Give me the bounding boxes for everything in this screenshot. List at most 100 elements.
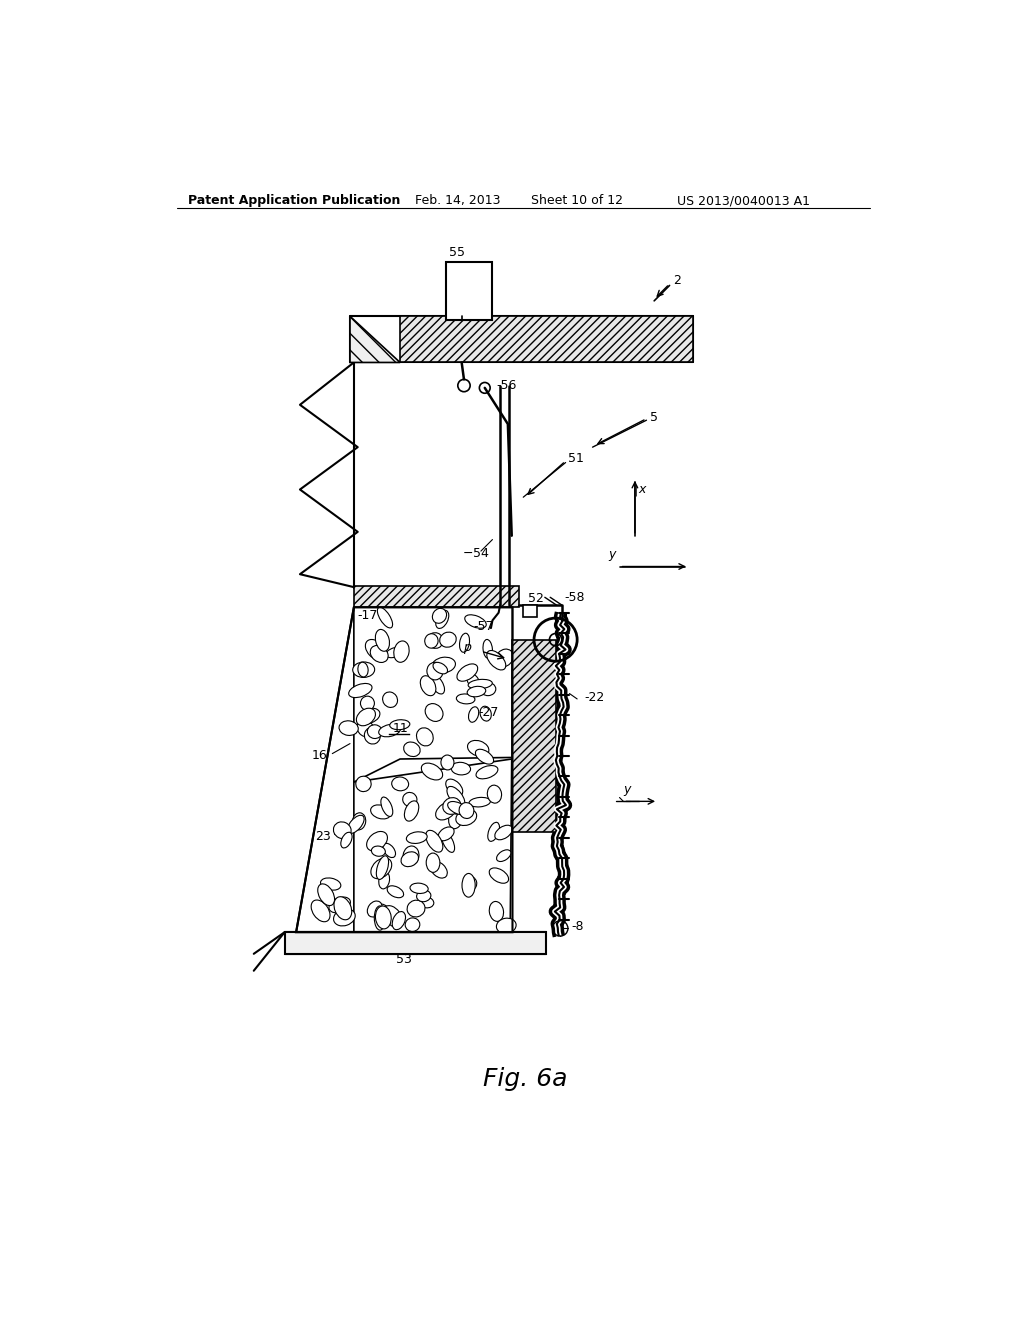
Ellipse shape bbox=[366, 639, 385, 660]
Ellipse shape bbox=[383, 906, 402, 927]
Ellipse shape bbox=[465, 615, 486, 628]
Ellipse shape bbox=[329, 898, 350, 912]
Ellipse shape bbox=[408, 900, 425, 917]
Ellipse shape bbox=[372, 903, 392, 920]
Ellipse shape bbox=[460, 634, 470, 652]
Ellipse shape bbox=[402, 792, 417, 807]
Ellipse shape bbox=[365, 727, 380, 744]
Ellipse shape bbox=[379, 871, 389, 888]
Ellipse shape bbox=[438, 826, 454, 841]
Ellipse shape bbox=[403, 846, 419, 866]
Text: |: | bbox=[635, 486, 638, 496]
Ellipse shape bbox=[355, 776, 371, 792]
Bar bbox=[400, 317, 692, 363]
Ellipse shape bbox=[433, 663, 447, 675]
Ellipse shape bbox=[476, 766, 498, 779]
Ellipse shape bbox=[446, 787, 465, 807]
Text: Sheet 10 of 12: Sheet 10 of 12 bbox=[531, 194, 623, 207]
Ellipse shape bbox=[435, 801, 457, 820]
Ellipse shape bbox=[467, 686, 485, 697]
Ellipse shape bbox=[376, 906, 391, 929]
Ellipse shape bbox=[352, 663, 375, 677]
Ellipse shape bbox=[417, 727, 433, 746]
Text: -17: -17 bbox=[357, 609, 378, 622]
Ellipse shape bbox=[449, 807, 464, 829]
Ellipse shape bbox=[487, 822, 500, 841]
Ellipse shape bbox=[352, 813, 366, 830]
Ellipse shape bbox=[426, 830, 442, 853]
Text: 53: 53 bbox=[396, 953, 412, 966]
Ellipse shape bbox=[401, 851, 419, 867]
Ellipse shape bbox=[426, 853, 440, 873]
Ellipse shape bbox=[404, 801, 419, 821]
Text: Patent Application Publication: Patent Application Publication bbox=[188, 194, 400, 207]
Polygon shape bbox=[350, 317, 400, 363]
Ellipse shape bbox=[407, 832, 427, 843]
Ellipse shape bbox=[432, 657, 456, 673]
Ellipse shape bbox=[452, 763, 471, 775]
Ellipse shape bbox=[427, 663, 443, 680]
Ellipse shape bbox=[334, 896, 351, 920]
Ellipse shape bbox=[445, 779, 463, 796]
Ellipse shape bbox=[487, 785, 502, 803]
Ellipse shape bbox=[457, 694, 475, 704]
Ellipse shape bbox=[371, 645, 388, 663]
Ellipse shape bbox=[480, 706, 492, 721]
Text: 5: 5 bbox=[649, 411, 657, 424]
Ellipse shape bbox=[390, 719, 410, 730]
Ellipse shape bbox=[430, 675, 444, 694]
Ellipse shape bbox=[375, 906, 385, 931]
Text: 16: 16 bbox=[311, 748, 328, 762]
Text: -57: -57 bbox=[473, 620, 494, 634]
Ellipse shape bbox=[425, 634, 438, 648]
Ellipse shape bbox=[383, 843, 395, 858]
Polygon shape bbox=[354, 759, 512, 932]
Ellipse shape bbox=[356, 709, 376, 726]
Ellipse shape bbox=[386, 647, 404, 657]
Ellipse shape bbox=[441, 832, 455, 853]
Ellipse shape bbox=[425, 704, 443, 722]
Ellipse shape bbox=[334, 908, 355, 925]
Polygon shape bbox=[354, 607, 512, 781]
Ellipse shape bbox=[394, 642, 410, 663]
Ellipse shape bbox=[376, 630, 389, 651]
Ellipse shape bbox=[420, 676, 436, 696]
Ellipse shape bbox=[367, 832, 387, 851]
Bar bbox=[446, 263, 493, 321]
Ellipse shape bbox=[403, 742, 420, 756]
Ellipse shape bbox=[341, 832, 352, 847]
Ellipse shape bbox=[468, 680, 493, 689]
Ellipse shape bbox=[489, 869, 509, 883]
Text: y: y bbox=[608, 548, 615, 561]
Ellipse shape bbox=[311, 900, 330, 921]
Ellipse shape bbox=[383, 692, 397, 708]
Ellipse shape bbox=[379, 725, 400, 737]
Text: $\mathsf{-54}$: $\mathsf{-54}$ bbox=[462, 546, 489, 560]
Bar bbox=[523, 605, 538, 616]
Ellipse shape bbox=[442, 797, 461, 814]
Ellipse shape bbox=[357, 663, 369, 677]
Text: Fig. 6a: Fig. 6a bbox=[482, 1067, 567, 1090]
Text: 55: 55 bbox=[449, 246, 465, 259]
Text: 11: 11 bbox=[392, 722, 409, 735]
Ellipse shape bbox=[436, 610, 449, 628]
Ellipse shape bbox=[497, 850, 511, 862]
Ellipse shape bbox=[419, 898, 434, 908]
Ellipse shape bbox=[456, 809, 476, 825]
Ellipse shape bbox=[347, 816, 365, 833]
Ellipse shape bbox=[372, 846, 385, 857]
Ellipse shape bbox=[457, 664, 478, 681]
Ellipse shape bbox=[371, 858, 392, 879]
Text: -58: -58 bbox=[564, 591, 585, 603]
Ellipse shape bbox=[483, 639, 493, 659]
Ellipse shape bbox=[486, 651, 506, 671]
Ellipse shape bbox=[339, 721, 358, 735]
Bar bbox=[354, 586, 519, 607]
Ellipse shape bbox=[377, 855, 388, 879]
Ellipse shape bbox=[441, 755, 454, 770]
Text: -22: -22 bbox=[585, 690, 605, 704]
Ellipse shape bbox=[468, 741, 488, 756]
Ellipse shape bbox=[334, 822, 351, 838]
Ellipse shape bbox=[378, 607, 392, 628]
Ellipse shape bbox=[469, 797, 490, 807]
